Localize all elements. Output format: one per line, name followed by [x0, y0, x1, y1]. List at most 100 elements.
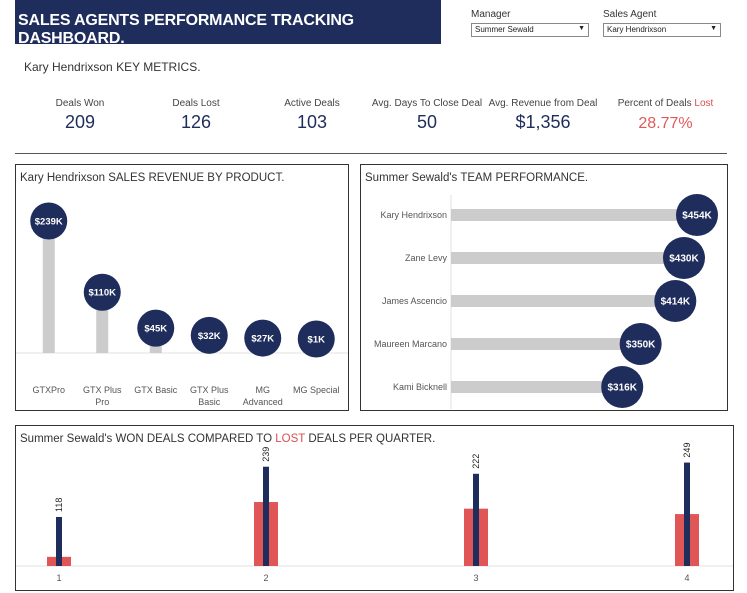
team-bar [451, 209, 697, 221]
metric-label: Percent of Deals Lost [603, 98, 728, 109]
product-bar [42, 221, 55, 353]
quarter-panel-title-won: WON DEALS COMPARED TO [115, 433, 273, 445]
agent-select[interactable]: Kary Hendrixson ▼ [603, 23, 721, 37]
product-revenue-panel: Kary Hendrixson SALES REVENUE BY PRODUCT… [15, 164, 349, 411]
team-panel-manager-name: Summer Sewald's [365, 172, 458, 184]
team-performance-chart: Kary Hendrixson $454K Zane Levy $430K James … [374, 194, 718, 409]
product-category-label: Basic [198, 397, 221, 407]
product-value-label: $32K [198, 331, 221, 342]
metric-value: $1,356 [515, 112, 571, 132]
percent-lost-label-lost: Lost [694, 98, 714, 109]
team-value-label: $350K [626, 340, 656, 351]
won-value-label: 222 [471, 454, 481, 469]
won-bar [56, 516, 62, 566]
team-value-label: $414K [661, 297, 691, 308]
metric-value: 50 [416, 112, 438, 132]
quarter-label: 2 [263, 573, 268, 583]
metric-value: 28.77% [638, 115, 693, 132]
product-category-label: GTX Plus [190, 385, 229, 395]
team-value-label: $430K [669, 254, 699, 265]
key-metrics-title: Kary Hendrixson KEY METRICS. [24, 60, 201, 74]
won-value-label: 118 [54, 498, 64, 512]
agent-filter: Sales Agent Kary Hendrixson ▼ [603, 9, 721, 37]
quarter-label: 1 [56, 573, 61, 583]
quarterly-deals-panel: Summer Sewald's WON DEALS COMPARED TO LO… [15, 425, 734, 591]
metric-label: Avg. Days To Close Deal [371, 98, 483, 109]
key-metrics-title-suffix: KEY METRICS. [116, 60, 201, 74]
product-category-label: Advanced [243, 397, 283, 407]
agent-name-label: Kami Bicknell [393, 382, 447, 392]
chevron-down-icon: ▼ [710, 25, 717, 32]
manager-select[interactable]: Summer Sewald ▼ [471, 23, 589, 37]
product-bubble [244, 319, 282, 357]
team-panel-title: Summer Sewald's TEAM PERFORMANCE. [365, 172, 588, 184]
percent-lost-label-prefix: Percent of Deals [617, 98, 692, 109]
agent-name-label: Kary Hendrixson [380, 210, 447, 220]
dashboard-title: SALES AGENTS PERFORMANCE TRACKING DASHBO… [15, 0, 441, 47]
metric-avg-revenue: Avg. Revenue from Deal $1,356 [483, 98, 603, 133]
team-bar [451, 295, 676, 307]
product-category-label: GTXPro [32, 385, 65, 395]
product-value-label: $110K [89, 288, 117, 299]
team-panel-title-suffix: TEAM PERFORMANCE. [460, 172, 589, 184]
agent-name-label: James Ascencio [382, 296, 447, 306]
product-value-label: $239K [35, 217, 63, 228]
product-revenue-chart: $239K GTXPro $110K GTX Plus Pro $45K GTX Basic… [16, 202, 348, 407]
product-bubble [297, 320, 335, 358]
team-value-label: $316K [607, 383, 637, 394]
product-value-label: $1K [308, 335, 326, 346]
quarter-panel-title-lost: LOST [275, 433, 306, 445]
manager-select-value: Summer Sewald [475, 25, 534, 34]
team-bubble [662, 237, 705, 279]
metric-label: Deals Won [55, 98, 105, 109]
metric-value: 209 [64, 112, 96, 132]
metric-deals-won: Deals Won 209 [20, 98, 140, 133]
product-category-label: MG Special [293, 385, 340, 395]
quarter-panel-title: Summer Sewald's WON DEALS COMPARED TO LO… [20, 433, 435, 445]
team-bar [451, 338, 641, 350]
metric-active-deals: Active Deals 103 [252, 98, 372, 133]
won-value-label: 239 [261, 447, 271, 462]
won-value-label: 249 [682, 443, 692, 458]
product-panel-title: Kary Hendrixson SALES REVENUE BY PRODUCT… [20, 172, 284, 184]
manager-filter-label: Manager [471, 9, 511, 20]
product-panel-title-suffix: SALES REVENUE BY PRODUCT. [108, 172, 285, 184]
team-performance-panel: Summer Sewald's TEAM PERFORMANCE. Kary H… [360, 164, 728, 411]
agent-name-label: Zane Levy [405, 253, 448, 263]
team-value-label: $454K [682, 211, 712, 222]
metric-value: 103 [296, 112, 328, 132]
metric-value: 126 [180, 112, 212, 132]
team-bubble [619, 323, 662, 365]
product-bubble [137, 309, 175, 347]
chevron-down-icon: ▼ [578, 25, 585, 32]
metric-deals-lost: Deals Lost 126 [136, 98, 256, 133]
team-bar [451, 381, 623, 393]
quarter-panel-title-suffix: DEALS PER QUARTER. [308, 433, 436, 445]
divider [15, 153, 727, 154]
quarter-label: 3 [473, 573, 478, 583]
metric-label: Deals Lost [172, 98, 220, 109]
product-category-label: GTX Plus [83, 385, 122, 395]
key-metrics-agent-name: Kary Hendrixson [24, 60, 113, 74]
metric-label: Avg. Revenue from Deal [488, 98, 598, 109]
team-bar [451, 252, 684, 264]
quarter-label: 4 [684, 573, 689, 583]
agent-select-value: Kary Hendrixson [607, 25, 667, 34]
metric-percent-lost: Percent of Deals Lost 28.77% [603, 98, 728, 133]
team-bubble [654, 280, 697, 322]
metric-label: Active Deals [284, 98, 340, 109]
product-bubble [30, 202, 68, 240]
product-category-label: MG [256, 385, 271, 395]
product-category-label: GTX Basic [134, 385, 178, 395]
quarter-panel-manager-name: Summer Sewald's [20, 433, 113, 445]
manager-filter: Manager Summer Sewald ▼ [471, 9, 589, 37]
agent-filter-label: Sales Agent [603, 9, 657, 20]
team-bubble [676, 194, 718, 236]
agent-name-label: Maureen Marcano [374, 339, 447, 349]
product-bubble [190, 316, 228, 354]
product-panel-agent-name: Kary Hendrixson [20, 172, 106, 184]
metric-avg-days: Avg. Days To Close Deal 50 [367, 98, 487, 133]
product-value-label: $45K [144, 324, 167, 335]
product-category-label: Pro [95, 397, 109, 407]
